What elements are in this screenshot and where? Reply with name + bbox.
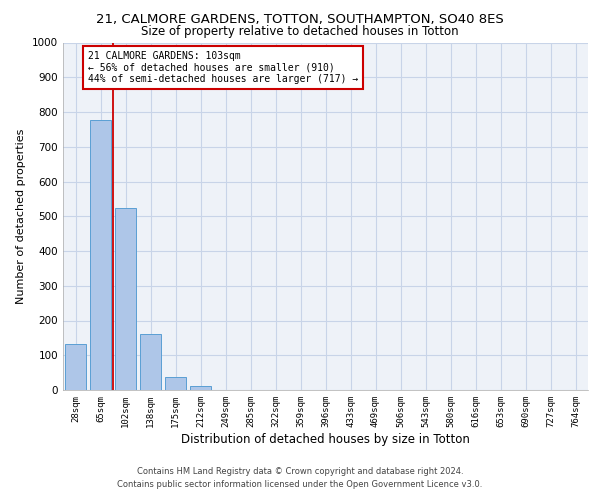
Bar	[115, 208, 136, 390]
Bar	[140, 334, 161, 390]
Y-axis label: Number of detached properties: Number of detached properties	[16, 128, 26, 304]
Text: Contains HM Land Registry data © Crown copyright and database right 2024.: Contains HM Land Registry data © Crown c…	[137, 467, 463, 476]
X-axis label: Distribution of detached houses by size in Totton: Distribution of detached houses by size …	[181, 432, 470, 446]
Text: Contains public sector information licensed under the Open Government Licence v3: Contains public sector information licen…	[118, 480, 482, 489]
Text: Size of property relative to detached houses in Totton: Size of property relative to detached ho…	[141, 25, 459, 38]
Bar	[190, 386, 211, 390]
Text: 21 CALMORE GARDENS: 103sqm
← 56% of detached houses are smaller (910)
44% of sem: 21 CALMORE GARDENS: 103sqm ← 56% of deta…	[88, 51, 358, 84]
Bar	[65, 344, 86, 390]
Text: 21, CALMORE GARDENS, TOTTON, SOUTHAMPTON, SO40 8ES: 21, CALMORE GARDENS, TOTTON, SOUTHAMPTON…	[96, 12, 504, 26]
Bar	[165, 377, 186, 390]
Bar	[90, 120, 111, 390]
